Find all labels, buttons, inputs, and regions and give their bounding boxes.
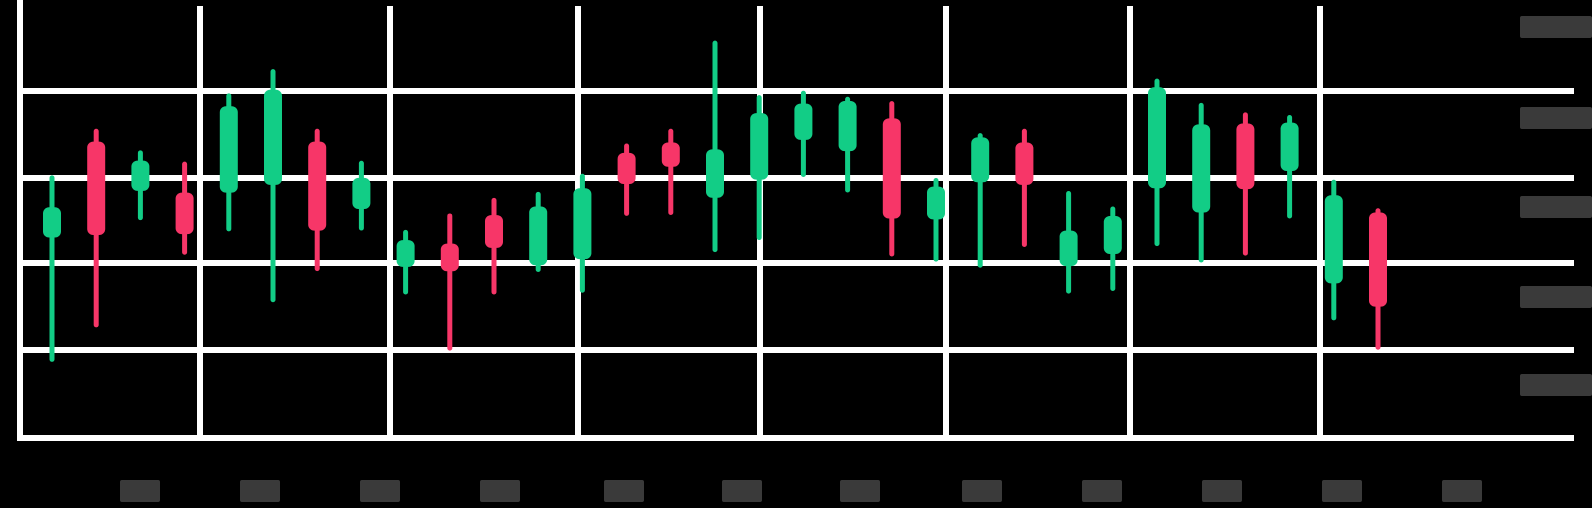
candle-body-down [882, 118, 901, 219]
x-tick-label [240, 480, 280, 502]
x-tick-label [722, 480, 762, 502]
y-tick-label [1520, 286, 1592, 308]
x-tick-label [480, 480, 520, 502]
candle-body-up [131, 160, 150, 191]
candle-body-down [175, 192, 194, 235]
x-tick-label [1082, 480, 1122, 502]
y-tick-label [1520, 16, 1592, 38]
y-tick-label [1520, 107, 1592, 129]
candle-body-down [87, 141, 106, 235]
candle-body-up [1103, 215, 1122, 254]
candle-body-up [1280, 122, 1299, 172]
x-tick-label [1202, 480, 1242, 502]
candle-body-down [617, 152, 636, 184]
candle-body-down [1369, 212, 1387, 307]
candle-body-up [794, 103, 813, 140]
candle-body-down [1015, 142, 1034, 185]
candle-body-up [1059, 230, 1078, 267]
candle-body-down [1236, 123, 1255, 190]
candle-body-up [838, 101, 857, 152]
candle-body-down [308, 141, 327, 231]
candle-body-down [485, 215, 503, 248]
candle-body-down [661, 142, 680, 167]
x-tick-label [604, 480, 644, 502]
candle-body-up [1148, 87, 1166, 189]
x-tick-label [120, 480, 160, 502]
y-tick-label [1520, 374, 1592, 396]
candle-body-up [219, 106, 238, 193]
candle-body-up [971, 137, 990, 183]
y-tick-label [1520, 196, 1592, 218]
candle-body-up [529, 206, 548, 266]
candle-body-up [264, 89, 282, 185]
x-tick-label [840, 480, 880, 502]
candle-body-up [706, 149, 724, 198]
candle-body-down [440, 243, 459, 272]
candle-body-up [43, 207, 61, 238]
x-tick-label [360, 480, 400, 502]
x-tick-label [1322, 480, 1362, 502]
candle-body-up [352, 177, 371, 210]
candle-body-up [1192, 124, 1211, 213]
candle-body-up [750, 113, 769, 180]
x-tick-label [1442, 480, 1482, 502]
x-tick-label [962, 480, 1002, 502]
candle-body-up [573, 188, 592, 260]
candle-body-up [1324, 195, 1343, 284]
candle-body-up [927, 186, 945, 220]
candle-body-up [396, 240, 415, 267]
